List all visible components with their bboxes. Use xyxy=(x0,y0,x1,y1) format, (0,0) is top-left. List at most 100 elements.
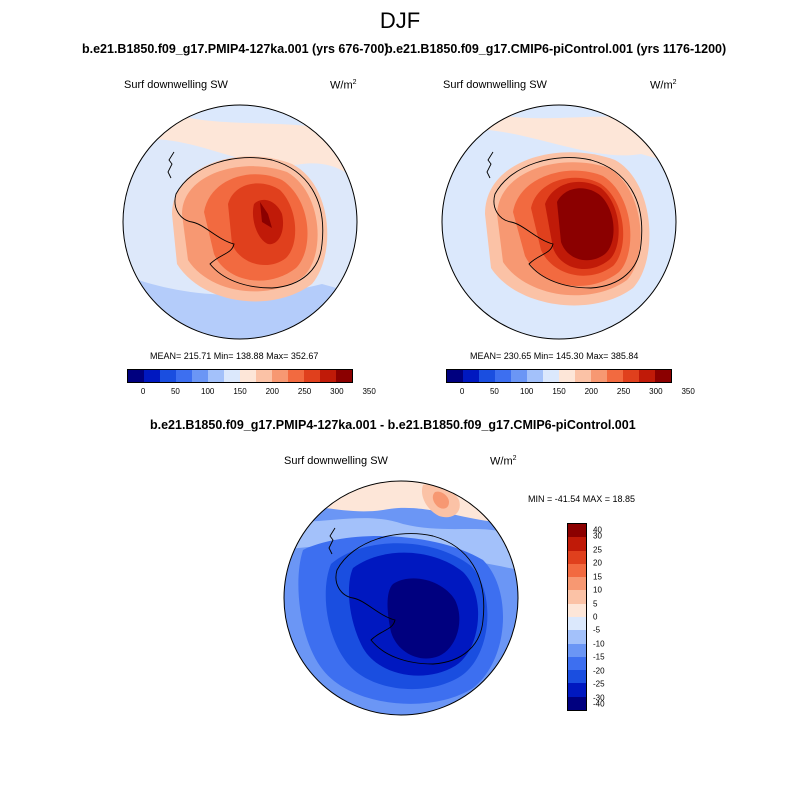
colorbar-swatch xyxy=(568,524,586,538)
colorbar-tick-label: 15 xyxy=(593,572,602,582)
colorbar-tick-label: 100 xyxy=(520,387,534,396)
colorbar-swatch xyxy=(568,696,586,710)
colorbar-tick-label: 150 xyxy=(233,387,247,396)
panel2-antarctica-coastline xyxy=(493,157,643,289)
colorbar-swatch xyxy=(568,537,586,551)
colorbar-tick-label: 10 xyxy=(593,585,602,595)
colorbar-tick-label: 25 xyxy=(593,545,602,555)
colorbar-swatch xyxy=(288,370,304,382)
colorbar-swatch xyxy=(568,603,586,617)
panel1-units: W/m2 xyxy=(330,79,357,92)
panel1-antarctica-coastline xyxy=(174,157,324,289)
colorbar-tick-label: 200 xyxy=(584,387,598,396)
colorbar-swatch xyxy=(192,370,208,382)
colorbar-swatch xyxy=(568,563,586,578)
colorbar-tick-label: 350 xyxy=(362,387,376,396)
panel1-colorbar xyxy=(127,369,353,383)
colorbar-tick-label: 250 xyxy=(297,387,312,396)
colorbar-tick-label: 0 xyxy=(140,387,146,396)
panel1-stats: MEAN= 215.71 Min= 138.88 Max= 352.67 xyxy=(150,351,319,361)
panel2-variable: Surf downwelling SW xyxy=(443,79,547,91)
colorbar-swatch xyxy=(240,370,256,382)
colorbar-swatch xyxy=(568,683,586,697)
colorbar-swatch xyxy=(568,670,586,684)
colorbar-swatch xyxy=(224,370,240,382)
colorbar-swatch xyxy=(256,370,272,382)
colorbar-tick-label: 40 xyxy=(593,525,602,535)
colorbar-swatch xyxy=(568,577,586,591)
colorbar-tick-label: -30 xyxy=(593,693,605,703)
diff-min-region xyxy=(387,578,460,659)
colorbar-tick-label: -15 xyxy=(593,652,605,662)
panel1-colorbar-ticks: 0 50 100 150 200 250 300 350 xyxy=(127,387,376,399)
colorbar-swatch xyxy=(575,370,591,382)
colorbar-swatch xyxy=(568,590,586,604)
colorbar-tick-label: 300 xyxy=(330,387,344,396)
panel2-max-region xyxy=(557,188,614,261)
colorbar-swatch xyxy=(304,370,320,382)
colorbar-tick-label: 20 xyxy=(593,558,602,568)
colorbar-swatch xyxy=(160,370,176,382)
colorbar-swatch xyxy=(607,370,623,382)
colorbar-tick-label: 350 xyxy=(681,387,695,396)
colorbar-tick-label: 250 xyxy=(616,387,631,396)
colorbar-swatch xyxy=(128,370,144,382)
figure-title: DJF xyxy=(379,8,421,33)
panel2-colorbar-ticks: 0 50 100 150 200 250 300 350 xyxy=(446,387,695,399)
colorbar-swatch xyxy=(208,370,224,382)
colorbar-swatch xyxy=(272,370,288,382)
colorbar-swatch xyxy=(568,630,586,644)
colorbar-tick-label: 50 xyxy=(170,387,180,396)
diff-polar-map xyxy=(283,480,519,716)
colorbar-swatch xyxy=(527,370,543,382)
diff-variable: Surf downwelling SW xyxy=(284,455,388,467)
panel1-max-region xyxy=(260,202,272,228)
colorbar-tick-label: -5 xyxy=(593,625,601,635)
colorbar-tick-label: 5 xyxy=(593,599,598,609)
colorbar-swatch xyxy=(447,370,463,382)
colorbar-swatch xyxy=(144,370,160,382)
colorbar-swatch xyxy=(479,370,495,382)
colorbar-tick-label: 50 xyxy=(489,387,499,396)
colorbar-tick-label: 200 xyxy=(265,387,279,396)
panel1-polar-map xyxy=(122,104,358,340)
panel2-units: W/m2 xyxy=(650,79,677,92)
colorbar-tick-label: 100 xyxy=(201,387,215,396)
panel2-colorbar xyxy=(446,369,672,383)
panel2-title: b.e21.B1850.f09_g17.CMIP6-piControl.001 … xyxy=(385,42,727,56)
diff-units: W/m2 xyxy=(490,455,517,468)
colorbar-swatch xyxy=(655,370,671,382)
colorbar-swatch xyxy=(639,370,655,382)
panel2-stats: MEAN= 230.65 Min= 145.30 Max= 385.84 xyxy=(470,351,639,361)
colorbar-swatch xyxy=(320,370,336,382)
panel2-polar-map xyxy=(441,104,677,340)
colorbar-swatch xyxy=(543,370,559,382)
panel1-variable: Surf downwelling SW xyxy=(124,79,228,91)
colorbar-swatch xyxy=(568,616,586,631)
colorbar-swatch xyxy=(623,370,639,382)
colorbar-tick-label: 150 xyxy=(552,387,566,396)
colorbar-tick-label: 0 xyxy=(459,387,465,396)
colorbar-swatch xyxy=(463,370,479,382)
colorbar-swatch xyxy=(568,656,586,671)
colorbar-tick-label: -10 xyxy=(593,639,605,649)
colorbar-tick-label: -25 xyxy=(593,679,605,689)
colorbar-tick-label: 30 xyxy=(593,531,602,541)
colorbar-tick-label: -20 xyxy=(593,666,605,676)
colorbar-swatch xyxy=(559,370,575,382)
colorbar-tick-label: 0 xyxy=(593,612,598,622)
colorbar-swatch xyxy=(511,370,527,382)
colorbar-swatch xyxy=(176,370,192,382)
diff-title: b.e21.B1850.f09_g17.PMIP4-127ka.001 - b.… xyxy=(150,418,636,432)
colorbar-swatch xyxy=(568,643,586,657)
colorbar-swatch xyxy=(336,370,352,382)
panel1-title: b.e21.B1850.f09_g17.PMIP4-127ka.001 (yrs… xyxy=(82,42,389,56)
colorbar-swatch xyxy=(495,370,511,382)
diff-stats: MIN = -41.54 MAX = 18.85 xyxy=(528,494,636,504)
colorbar-tick-label: -40 xyxy=(593,699,605,709)
diff-colorbar-ticks: 30 25 20 15 10 5 0 -5 -10 -15 -20 -25 -30 40 -40 xyxy=(593,523,623,711)
colorbar-tick-label: 300 xyxy=(649,387,663,396)
diff-colorbar xyxy=(567,523,587,711)
diff-antarctica-coastline xyxy=(335,533,485,665)
colorbar-swatch xyxy=(568,550,586,564)
